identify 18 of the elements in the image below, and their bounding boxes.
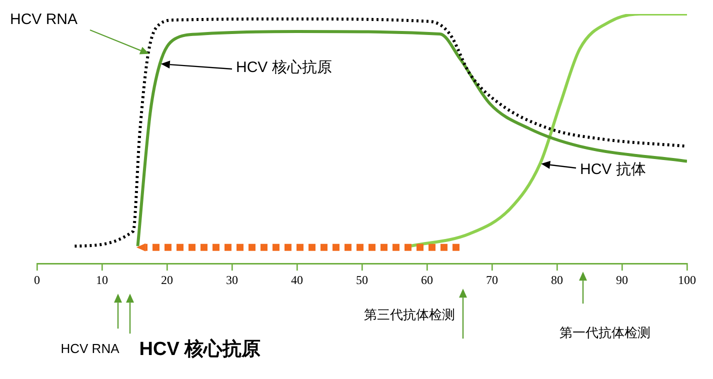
x-tick-label: 20	[161, 272, 173, 287]
annotation: HCV 抗体	[580, 160, 647, 179]
x-tick-label: 30	[226, 272, 238, 287]
x-tick-label: 0	[34, 272, 40, 287]
annotation: HCV 核心抗原	[236, 58, 333, 77]
text: HCV 核心抗原	[139, 338, 261, 362]
x-tick-label: 10	[96, 272, 108, 287]
text: 第三代抗体检测	[364, 306, 455, 324]
x-tick-label: 40	[291, 272, 303, 287]
annotation: HCV RNA	[10, 10, 79, 29]
x-tick-label: 80	[551, 272, 563, 287]
x-tick-label: 100	[678, 272, 696, 287]
x-tick-label: 50	[356, 272, 368, 287]
text: HCV RNA	[60, 340, 120, 356]
x-tick-label: 70	[486, 272, 498, 287]
text: 第一代抗体检测	[560, 324, 650, 342]
x-tick-label: 60	[421, 272, 433, 287]
x-tick-label: 90	[616, 272, 628, 287]
